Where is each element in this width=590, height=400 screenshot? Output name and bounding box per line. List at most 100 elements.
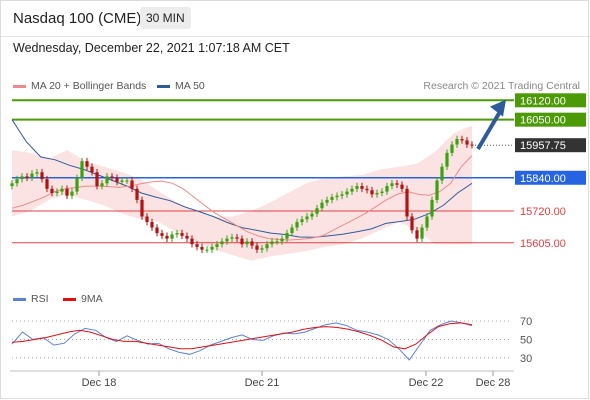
candle-body bbox=[115, 177, 119, 182]
legend-9ma: 9MA bbox=[63, 293, 103, 305]
candle-body bbox=[325, 199, 329, 203]
candle-body bbox=[140, 199, 144, 217]
candle-body bbox=[80, 161, 84, 178]
candle-body bbox=[435, 180, 439, 200]
candle-body bbox=[310, 213, 314, 217]
candle-body bbox=[75, 177, 79, 192]
candle-body bbox=[155, 227, 159, 234]
candle-body bbox=[65, 188, 69, 196]
credit-text: Research © 2021 Trading Central bbox=[423, 80, 580, 92]
rsi-swatch bbox=[13, 297, 26, 301]
candle-body bbox=[95, 172, 99, 187]
ma9-label: 9MA bbox=[81, 293, 103, 305]
candle-body bbox=[455, 139, 459, 145]
forecast-arrow-head bbox=[490, 99, 506, 117]
x-tick-label: Dec 21 bbox=[245, 377, 280, 389]
price-tag-bg-16050 bbox=[515, 112, 586, 127]
candle-body bbox=[355, 186, 359, 189]
ma50-label: MA 50 bbox=[175, 80, 205, 92]
x-tick-label: Dec 22 bbox=[409, 377, 444, 389]
legend-ma50: MA 50 bbox=[157, 80, 205, 92]
rsi-ma-line bbox=[11, 322, 473, 350]
candle-body bbox=[365, 188, 369, 191]
candle-body bbox=[260, 248, 264, 250]
candle-body bbox=[335, 195, 339, 198]
ma50-line bbox=[11, 119, 473, 238]
candle-body bbox=[400, 184, 404, 189]
candle-body bbox=[200, 246, 204, 250]
candle-body bbox=[345, 191, 349, 195]
candle-body bbox=[60, 188, 64, 192]
rsi-label: RSI bbox=[31, 293, 49, 305]
price-tag-16050: 16050.00 bbox=[520, 115, 566, 127]
candle-body bbox=[85, 161, 89, 167]
candle-body bbox=[255, 245, 259, 250]
rsi-tick-70: 70 bbox=[520, 316, 532, 328]
candle-body bbox=[180, 233, 184, 236]
candle-body bbox=[110, 176, 114, 178]
candle-body bbox=[230, 237, 234, 239]
candle-body bbox=[295, 222, 299, 228]
candle-body bbox=[385, 186, 389, 192]
candle-body bbox=[45, 179, 49, 189]
price-tag-bg-15957.75 bbox=[515, 138, 586, 153]
candle-body bbox=[190, 238, 194, 245]
candle-body bbox=[315, 208, 319, 214]
rsi-tick-50: 50 bbox=[520, 335, 532, 347]
candle-body bbox=[300, 219, 304, 223]
forecast-arrow-shaft bbox=[476, 110, 502, 151]
candle-body bbox=[130, 180, 134, 189]
candle-body bbox=[340, 194, 344, 196]
candle-body bbox=[185, 235, 189, 239]
bollinger-label: MA 20 + Bollinger Bands bbox=[31, 80, 147, 92]
candle-body bbox=[445, 152, 449, 167]
candle-body bbox=[405, 188, 409, 217]
candle-body bbox=[285, 233, 289, 239]
ma20-line bbox=[11, 155, 473, 241]
candle-body bbox=[100, 183, 104, 187]
candle-body bbox=[450, 144, 454, 153]
rsi-tick-30: 30 bbox=[520, 353, 532, 365]
x-tick-label: Dec 18 bbox=[82, 377, 117, 389]
candle-body bbox=[235, 237, 239, 239]
candle-body bbox=[225, 238, 229, 242]
candle-body bbox=[320, 202, 324, 209]
candle-body bbox=[425, 216, 429, 228]
legend-rsi: RSI bbox=[13, 293, 49, 305]
candle-body bbox=[145, 216, 149, 223]
ma9-swatch bbox=[63, 297, 76, 301]
candle-body bbox=[30, 173, 34, 178]
candle-body bbox=[240, 238, 244, 245]
chart-header: Nasdaq 100 (CME) 30 MIN bbox=[0, 0, 590, 37]
candle-body bbox=[250, 241, 254, 246]
candle-body bbox=[150, 222, 154, 228]
price-tag-16120: 16120.00 bbox=[520, 95, 566, 107]
candle-body bbox=[20, 176, 24, 180]
price-tag-15720: 15720.00 bbox=[520, 206, 566, 218]
date-line: Wednesday, December 22, 2021 1:07:18 AM … bbox=[13, 41, 290, 55]
timeframe-button[interactable]: 30 MIN bbox=[140, 7, 191, 29]
candle-body bbox=[265, 244, 269, 249]
candle-body bbox=[245, 241, 249, 245]
candle-body bbox=[105, 176, 109, 184]
candle-body bbox=[280, 238, 284, 242]
price-tag-15957.75: 15957.75 bbox=[520, 140, 566, 152]
candle-body bbox=[215, 244, 219, 247]
rsi-line bbox=[11, 320, 473, 361]
candle-body bbox=[290, 227, 294, 234]
candle-body bbox=[160, 233, 164, 236]
candle-body bbox=[415, 230, 419, 239]
candle-body bbox=[135, 188, 139, 200]
candle-body bbox=[305, 216, 309, 220]
candle-body bbox=[165, 235, 169, 239]
candle-body bbox=[420, 227, 424, 239]
candle-body bbox=[430, 199, 434, 217]
candle-body bbox=[15, 179, 19, 184]
candle-body bbox=[25, 176, 29, 178]
candle-body bbox=[395, 183, 399, 185]
candle-body bbox=[125, 180, 129, 182]
candle-body bbox=[460, 139, 464, 141]
ma50-swatch bbox=[157, 84, 170, 88]
candle-body bbox=[440, 166, 444, 181]
